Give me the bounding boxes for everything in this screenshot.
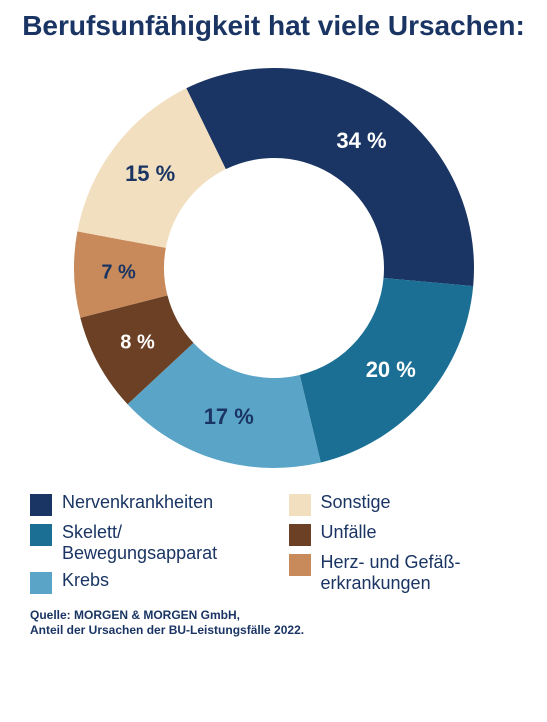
legend-swatch-herz — [289, 554, 311, 576]
slice-nerven — [186, 68, 474, 286]
donut-chart: 34 % 20 % 17 % 8 % 7 % 15 % — [54, 48, 494, 488]
legend-label-skelett: Skelett/Bewegungsapparat — [62, 522, 217, 563]
legend-swatch-sonstige — [289, 494, 311, 516]
legend-item-skelett: Skelett/Bewegungsapparat — [30, 522, 259, 563]
legend-swatch-unfaelle — [289, 524, 311, 546]
legend-item-nerven: Nervenkrankheiten — [30, 492, 259, 516]
legend-label-nerven: Nervenkrankheiten — [62, 492, 213, 513]
slice-label-herz: 7 % — [101, 262, 135, 285]
chart-title: Berufsunfähigkeit hat viele Ursachen: — [20, 10, 527, 42]
legend-item-unfaelle: Unfälle — [289, 522, 518, 546]
legend-item-krebs: Krebs — [30, 570, 259, 594]
legend-item-sonstige: Sonstige — [289, 492, 518, 516]
slice-label-nerven: 34 % — [336, 128, 386, 154]
legend-label-sonstige: Sonstige — [321, 492, 391, 513]
legend-col-right: Sonstige Unfälle Herz- und Gefäß-erkrankun… — [289, 492, 518, 599]
legend: Nervenkrankheiten Skelett/Bewegungsappara… — [20, 492, 527, 599]
legend-swatch-krebs — [30, 572, 52, 594]
legend-swatch-nerven — [30, 494, 52, 516]
slice-label-sonstige: 15 % — [125, 161, 175, 187]
slice-label-unfaelle: 8 % — [120, 331, 154, 354]
legend-swatch-skelett — [30, 524, 52, 546]
legend-item-herz: Herz- und Gefäß-erkrankungen — [289, 552, 518, 593]
legend-label-unfaelle: Unfälle — [321, 522, 377, 543]
legend-label-krebs: Krebs — [62, 570, 109, 591]
slice-label-skelett: 20 % — [366, 357, 416, 383]
source-note: Quelle: MORGEN & MORGEN GmbH,Anteil der … — [20, 608, 527, 638]
legend-label-herz: Herz- und Gefäß-erkrankungen — [321, 552, 461, 593]
slice-label-krebs: 17 % — [204, 404, 254, 430]
legend-col-left: Nervenkrankheiten Skelett/Bewegungsappara… — [30, 492, 259, 599]
